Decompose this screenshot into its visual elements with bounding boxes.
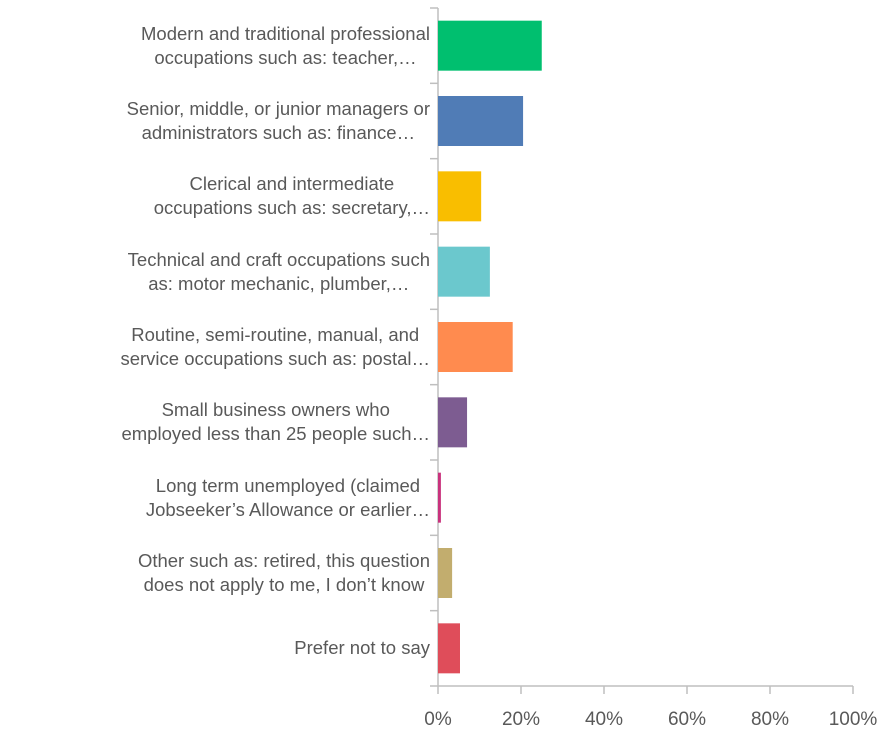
category-label: Prefer not to say xyxy=(294,637,430,659)
bar xyxy=(438,548,453,598)
x-tick-label: 20% xyxy=(502,709,540,730)
bar xyxy=(438,246,490,297)
x-tick-label: 100% xyxy=(829,709,878,730)
category-label-box: Senior, middle, or junior managers or ad… xyxy=(0,97,430,145)
category-label: Modern and traditional professional occu… xyxy=(141,22,430,68)
category-label-box: Routine, semi-routine, manual, and servi… xyxy=(0,323,430,371)
category-label: Technical and craft occupations such as:… xyxy=(127,248,430,294)
x-tick-label: 80% xyxy=(751,709,789,730)
bar xyxy=(438,623,460,674)
category-label-box: Long term unemployed (claimed Jobseeker’… xyxy=(0,474,430,522)
bar xyxy=(438,322,513,372)
bar xyxy=(438,397,468,448)
bar xyxy=(438,20,542,71)
category-label-box: Clerical and intermediate occupations su… xyxy=(0,172,430,220)
category-label-box: Modern and traditional professional occu… xyxy=(0,22,430,70)
category-label: Long term unemployed (claimed Jobseeker’… xyxy=(145,474,430,520)
x-tick-label: 0% xyxy=(424,709,452,730)
category-label-box: Technical and craft occupations such as:… xyxy=(0,248,430,296)
category-label-box: Small business owners who employed less … xyxy=(0,398,430,446)
x-tick-label: 60% xyxy=(668,709,706,730)
category-label: Senior, middle, or junior managers or ad… xyxy=(126,97,430,143)
bar xyxy=(438,96,524,146)
bar xyxy=(438,171,482,222)
category-label: Small business owners who employed less … xyxy=(121,399,430,445)
bar xyxy=(438,472,441,523)
category-label-box: Other such as: retired, this question do… xyxy=(0,549,430,597)
category-label: Clerical and intermediate occupations su… xyxy=(153,173,430,219)
x-tick-label: 40% xyxy=(585,709,623,730)
category-label: Routine, semi-routine, manual, and servi… xyxy=(120,323,430,369)
category-label: Other such as: retired, this question do… xyxy=(137,549,430,595)
category-label-box: Prefer not to say xyxy=(0,636,430,660)
